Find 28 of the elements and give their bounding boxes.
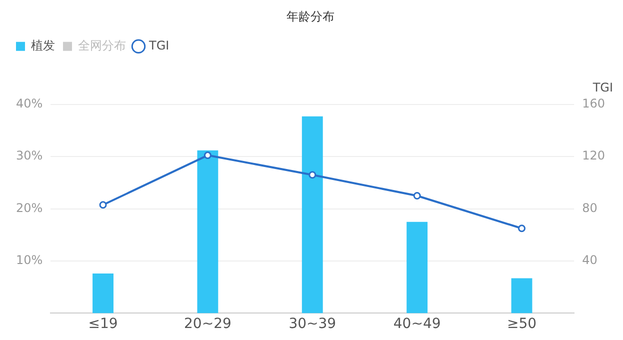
x-tick-label: 40~49 bbox=[393, 316, 441, 332]
x-tick-label: ≥50 bbox=[506, 316, 537, 332]
y2-tick-label: 80 bbox=[582, 200, 598, 215]
point bbox=[413, 192, 421, 200]
point bbox=[99, 201, 107, 209]
y-tick-label: 30% bbox=[16, 148, 43, 163]
y-tick-label: 10% bbox=[16, 253, 43, 268]
x-tick-label: 20~29 bbox=[184, 316, 232, 332]
chart-title: 年龄分布 bbox=[286, 9, 334, 24]
point bbox=[204, 152, 212, 160]
x-tick-label: 30~39 bbox=[288, 316, 336, 332]
bar bbox=[92, 274, 114, 314]
point bbox=[518, 224, 526, 232]
bar bbox=[302, 116, 323, 314]
y-tick-label: 40% bbox=[16, 96, 43, 111]
point bbox=[308, 171, 316, 179]
y2-tick-label: 160 bbox=[582, 96, 605, 111]
y2-tick-label: 40 bbox=[582, 253, 598, 268]
legend-label: 全网分布 bbox=[78, 38, 126, 53]
legend-label: 植发 bbox=[31, 38, 55, 53]
bar bbox=[511, 278, 532, 314]
legend-label: TGI bbox=[148, 38, 170, 53]
bar bbox=[406, 222, 428, 314]
x-tick-label: ≤19 bbox=[88, 316, 118, 332]
y2-axis-title: TGI bbox=[592, 80, 613, 95]
y-tick-label: 20% bbox=[16, 200, 43, 215]
y2-tick-label: 120 bbox=[582, 148, 605, 163]
bar bbox=[197, 150, 218, 314]
